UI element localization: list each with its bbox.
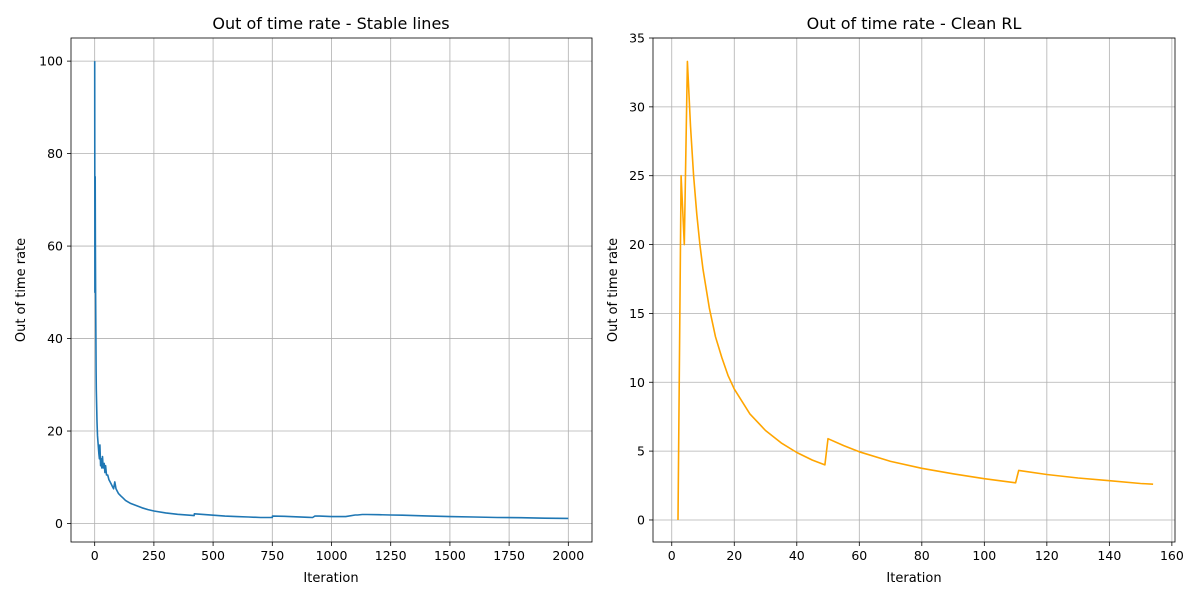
x-tick-label: 0	[91, 548, 99, 563]
x-tick-label: 20	[726, 548, 742, 563]
y-axis-label: Out of time rate	[606, 238, 621, 342]
y-tick-label: 40	[47, 331, 63, 346]
y-tick-label: 35	[629, 31, 645, 46]
chart-stable-lines: Out of time rate - Stable lines Iteratio…	[14, 14, 593, 586]
x-tick-label: 80	[914, 548, 930, 563]
y-tick-label: 60	[47, 239, 63, 254]
y-tick-label: 25	[629, 168, 645, 183]
x-tick-label: 120	[1035, 548, 1059, 563]
x-axis-label: Iteration	[886, 571, 941, 586]
x-tick-label: 250	[142, 548, 166, 563]
x-tick-label: 1500	[434, 548, 466, 563]
y-tick-label: 80	[47, 146, 63, 161]
y-tick-label: 0	[55, 516, 63, 531]
x-tick-label: 40	[789, 548, 805, 563]
y-tick-label: 0	[637, 512, 645, 527]
chart-title: Out of time rate - Clean RL	[807, 14, 1022, 33]
y-tick-label: 30	[629, 99, 645, 114]
x-tick-label: 140	[1097, 548, 1121, 563]
y-tick-label: 5	[637, 444, 645, 459]
x-tick-label: 60	[851, 548, 867, 563]
x-tick-label: 1750	[493, 548, 525, 563]
y-tick-label: 15	[629, 306, 645, 321]
x-tick-label: 100	[972, 548, 996, 563]
y-tick-label: 10	[629, 375, 645, 390]
y-tick-label: 20	[47, 424, 63, 439]
plot-frame	[70, 37, 593, 543]
x-tick-label: 750	[260, 548, 284, 563]
x-tick-label: 2000	[552, 548, 584, 563]
plot-frame	[652, 37, 1176, 543]
series-line	[93, 61, 569, 520]
chart-title: Out of time rate - Stable lines	[212, 14, 449, 33]
x-tick-label: 1000	[316, 548, 348, 563]
x-tick-label: 160	[1160, 548, 1184, 563]
x-tick-label: 500	[201, 548, 225, 563]
y-axis-label: Out of time rate	[14, 238, 29, 342]
x-tick-label: 1250	[375, 548, 407, 563]
series-line	[677, 60, 1154, 521]
y-tick-label: 20	[629, 237, 645, 252]
chart-clean-rl: Out of time rate - Clean RL Iteration Ou…	[606, 14, 1184, 586]
y-tick-label: 100	[39, 54, 63, 69]
x-axis-label: Iteration	[303, 571, 358, 586]
x-tick-label: 0	[668, 548, 676, 563]
